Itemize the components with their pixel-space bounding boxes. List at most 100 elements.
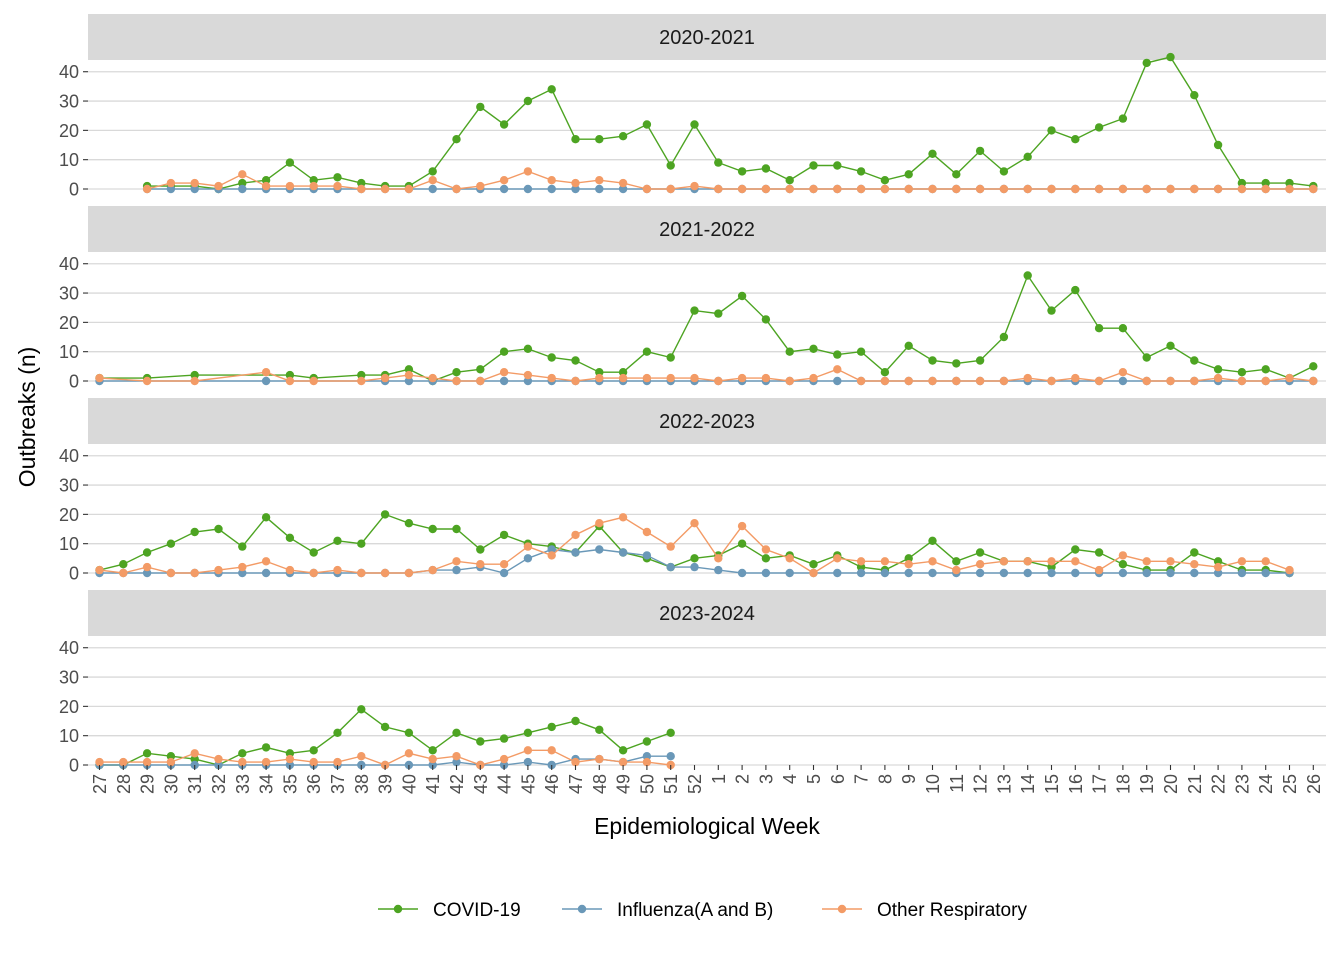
data-point <box>833 554 842 563</box>
data-point <box>761 554 771 563</box>
data-point <box>476 365 485 374</box>
data-point <box>142 749 152 758</box>
data-point <box>928 536 937 545</box>
x-tick-label: 40 <box>399 774 419 794</box>
data-point <box>618 184 628 194</box>
data-point <box>1023 557 1032 566</box>
x-tick-label: 11 <box>947 774 967 793</box>
legend-key-point <box>577 904 587 914</box>
data-point <box>737 539 747 548</box>
data-point <box>523 184 533 194</box>
y-tick-label: 40 <box>59 638 79 658</box>
data-point <box>975 568 985 578</box>
data-point <box>975 560 985 569</box>
data-point <box>214 181 223 191</box>
data-point <box>452 135 461 144</box>
data-point <box>595 176 604 185</box>
data-point <box>238 749 247 758</box>
data-point <box>880 176 890 185</box>
x-tick-label: 52 <box>685 774 705 794</box>
data-point <box>809 344 818 353</box>
data-point <box>428 746 437 755</box>
data-point <box>166 568 176 578</box>
data-point <box>476 181 485 191</box>
data-point <box>1118 376 1128 386</box>
data-point <box>761 568 771 578</box>
data-point <box>1071 135 1080 144</box>
data-point <box>142 376 152 386</box>
legend-key-point <box>837 904 847 914</box>
x-tick-label: 7 <box>852 774 872 784</box>
data-point <box>975 146 985 156</box>
data-point <box>142 757 152 767</box>
data-point <box>1118 568 1128 578</box>
data-point <box>1094 548 1104 557</box>
data-point <box>1213 568 1223 578</box>
data-point <box>523 376 533 386</box>
data-point <box>404 728 414 737</box>
data-point <box>190 527 199 537</box>
x-tick-label: 4 <box>780 774 800 784</box>
data-point <box>952 184 961 194</box>
data-point <box>666 161 675 170</box>
data-point <box>833 376 842 386</box>
data-point <box>809 560 818 569</box>
data-point <box>333 173 342 182</box>
data-point <box>928 376 937 386</box>
data-point <box>999 167 1009 176</box>
data-point <box>737 167 747 176</box>
data-point <box>666 542 675 551</box>
data-point <box>285 754 295 764</box>
data-point <box>1142 376 1151 386</box>
data-point <box>1023 152 1032 161</box>
data-point <box>523 746 533 755</box>
data-point <box>1047 184 1056 194</box>
data-point <box>642 752 652 761</box>
data-point <box>856 184 866 194</box>
data-point <box>238 542 247 551</box>
data-point <box>999 184 1009 194</box>
data-point <box>690 554 699 563</box>
x-tick-label: 28 <box>114 774 134 794</box>
data-point <box>1142 353 1151 362</box>
y-tick-label: 30 <box>59 284 79 304</box>
data-point <box>428 167 437 176</box>
data-point <box>499 568 509 578</box>
y-tick-label: 10 <box>59 342 79 362</box>
data-point <box>595 368 604 377</box>
data-point <box>1309 184 1318 194</box>
data-point <box>690 306 699 315</box>
data-point <box>666 728 675 737</box>
x-tick-label: 36 <box>304 774 324 794</box>
data-point <box>1023 373 1032 383</box>
data-point <box>261 513 271 522</box>
panel-2021-2022: 2021-2022 0 10 20 30 40 <box>59 206 1326 392</box>
data-point <box>499 347 509 356</box>
data-point <box>642 347 652 356</box>
data-point <box>309 376 318 386</box>
data-point <box>166 539 176 548</box>
y-tick-label: 20 <box>59 505 79 525</box>
data-point <box>642 373 652 383</box>
data-point <box>547 545 556 554</box>
data-point <box>166 757 176 767</box>
data-point <box>904 341 913 350</box>
x-tick-label: 32 <box>209 774 229 794</box>
series-line <box>99 274 1314 382</box>
x-axis-title: Epidemiological Week <box>594 813 820 839</box>
data-point <box>261 557 271 566</box>
data-point <box>95 565 104 575</box>
y-tick-label: 20 <box>59 697 79 717</box>
data-point <box>142 562 152 572</box>
data-point <box>380 568 390 578</box>
panel-2020-2021: 2020-2021 0 10 20 30 40 <box>59 14 1326 200</box>
data-point <box>856 557 866 566</box>
legend-item: Influenza(A and B) <box>562 900 773 921</box>
y-tick-label: 0 <box>69 564 79 584</box>
data-point <box>833 161 842 170</box>
data-point <box>975 356 985 365</box>
data-point <box>1071 557 1080 566</box>
data-point <box>452 184 461 194</box>
data-point <box>261 568 271 578</box>
series-Other Respiratory <box>95 365 1318 386</box>
